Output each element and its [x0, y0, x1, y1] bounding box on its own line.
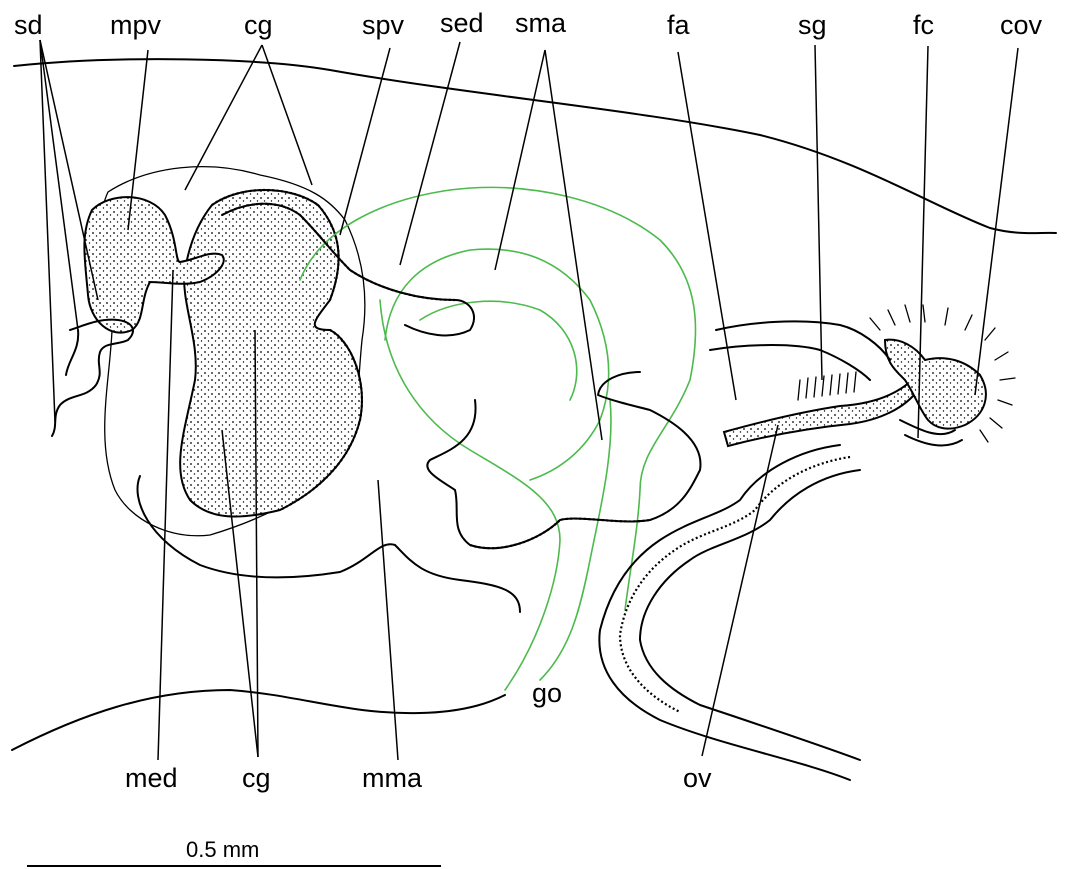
- body-wall-lower: [11, 689, 506, 751]
- oviduct-tube: [722, 378, 920, 448]
- label-sed: sed: [440, 8, 484, 38]
- seminal-vesicle-frill: [221, 202, 456, 302]
- label-go: go: [532, 678, 562, 708]
- label-fc: fc: [913, 10, 934, 40]
- upper-right-duct: [709, 320, 891, 381]
- albumen-stipple: [469, 517, 651, 550]
- fertilization-chamber: [899, 419, 963, 447]
- label-med: med: [125, 763, 178, 793]
- label-cov: cov: [1000, 10, 1043, 40]
- cilia-fringe: [869, 304, 1016, 443]
- label-ov: ov: [683, 763, 712, 793]
- label-sma: sma: [515, 8, 567, 38]
- leader-lines: [39, 39, 1019, 761]
- capsule-gland-frill: [211, 189, 364, 511]
- body-wall-upper: [13, 58, 1057, 235]
- seminal-vesicle-tube: [221, 202, 475, 337]
- connecting-oviduct: [883, 338, 987, 430]
- label-sd: sd: [14, 10, 43, 40]
- label-mpv: mpv: [110, 10, 162, 40]
- prostate-vesicle: [83, 196, 225, 334]
- scale-bar-label: 0.5 mm: [186, 837, 259, 862]
- gonad-outline-2: [384, 248, 610, 481]
- seminal-duct: [51, 318, 134, 437]
- gonad-outline-3: [379, 299, 561, 691]
- mantle-lip: [136, 475, 521, 613]
- sperm-gland-hatching: [797, 371, 857, 401]
- label-fa: fa: [667, 10, 691, 40]
- label-mma: mma: [362, 763, 423, 793]
- oviduct-loop-dots: [618, 455, 851, 713]
- label-spv: spv: [362, 10, 405, 40]
- gonad-outline-5: [419, 300, 578, 401]
- label-sg: sg: [798, 10, 827, 40]
- albumen-mass: [426, 371, 702, 550]
- gonad-outline-4: [539, 399, 612, 681]
- oviduct-loop-outer: [598, 444, 851, 781]
- label-cg-bottom: cg: [242, 763, 271, 793]
- label-cg-top: cg: [244, 10, 273, 40]
- oviduct-loop-inner: [639, 469, 861, 761]
